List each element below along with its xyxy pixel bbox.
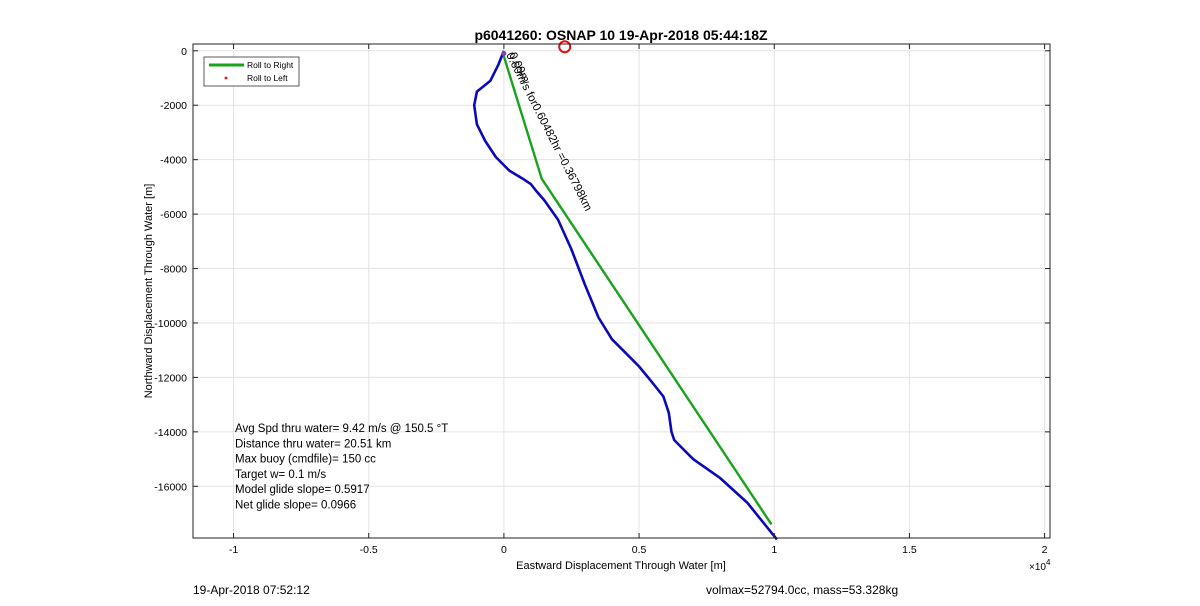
- x-tick-label: 0: [501, 544, 507, 556]
- legend-box: [203, 56, 300, 87]
- y-axis-label: Northward Displacement Through Water [m]: [143, 184, 155, 399]
- x-tick-label: -1: [229, 544, 238, 556]
- stats-line: Model glide slope= 0.5917: [235, 484, 370, 496]
- tick-layer: -1 -0.5 0 0.5 1 1.5 2 0 -2000 -4000 -6000 -8000 -100…: [154, 44, 1050, 556]
- series-layer: [472, 50, 778, 541]
- y-tick-label: 0: [181, 46, 187, 58]
- x-tick-label: 0.5: [632, 544, 647, 556]
- x-axis-label: Eastward Displacement Through Water [m]: [516, 560, 726, 572]
- y-tick-label: -14000: [154, 427, 187, 439]
- x-tick-label: 1: [771, 544, 777, 556]
- footer-volmax-mass: volmax=52794.0cc, mass=53.328kg: [706, 583, 899, 597]
- series-roll-to-right-line: [501, 51, 773, 526]
- x-tick-label: 2: [1042, 544, 1048, 556]
- stats-text-block: Avg Spd thru water= 9.42 m/s @ 150.5 °T D…: [235, 423, 448, 512]
- y-tick-label: -12000: [154, 372, 187, 384]
- x-tick-label: -0.5: [360, 544, 378, 556]
- stats-line: Avg Spd thru water= 9.42 m/s @ 150.5 °T: [235, 423, 448, 435]
- axes-box: [192, 43, 1051, 539]
- x-exponent: ×104: [1029, 558, 1051, 573]
- y-tick-label: -8000: [160, 264, 187, 276]
- y-tick-label: -6000: [160, 209, 187, 221]
- series-track-line: [472, 50, 778, 541]
- legend-swatch-roll-left: [224, 76, 228, 80]
- x-tick-label: 1.5: [902, 544, 917, 556]
- marker-layer: [501, 40, 572, 57]
- footer-timestamp: 19-Apr-2018 07:52:12: [193, 583, 310, 597]
- legend-label-roll-right: Roll to Right: [247, 60, 294, 70]
- y-tick-label: -2000: [160, 100, 187, 112]
- stats-line: Distance thru water= 20.51 km: [235, 438, 391, 450]
- legend: Roll to Right Roll to Left: [203, 56, 300, 87]
- grid: [193, 44, 1050, 538]
- legend-label-roll-left: Roll to Left: [247, 73, 288, 83]
- stats-line: Max buoy (cmdfile)= 150 cc: [235, 454, 376, 466]
- surfacing-circle-marker: [558, 40, 572, 54]
- stats-line: Net glide slope= 0.0966: [235, 500, 356, 512]
- y-tick-label: -4000: [160, 155, 187, 167]
- x-exponent-power: 4: [1046, 558, 1051, 567]
- chart-title: p6041260: OSNAP 10 19-Apr-2018 05:44:18Z: [474, 27, 768, 43]
- start-point-marker: [501, 51, 507, 57]
- y-tick-label: -16000: [154, 481, 187, 493]
- x-exponent-base: ×10: [1029, 562, 1046, 573]
- stats-line: Target w= 0.1 m/s: [235, 469, 326, 481]
- y-tick-label: -10000: [154, 318, 187, 330]
